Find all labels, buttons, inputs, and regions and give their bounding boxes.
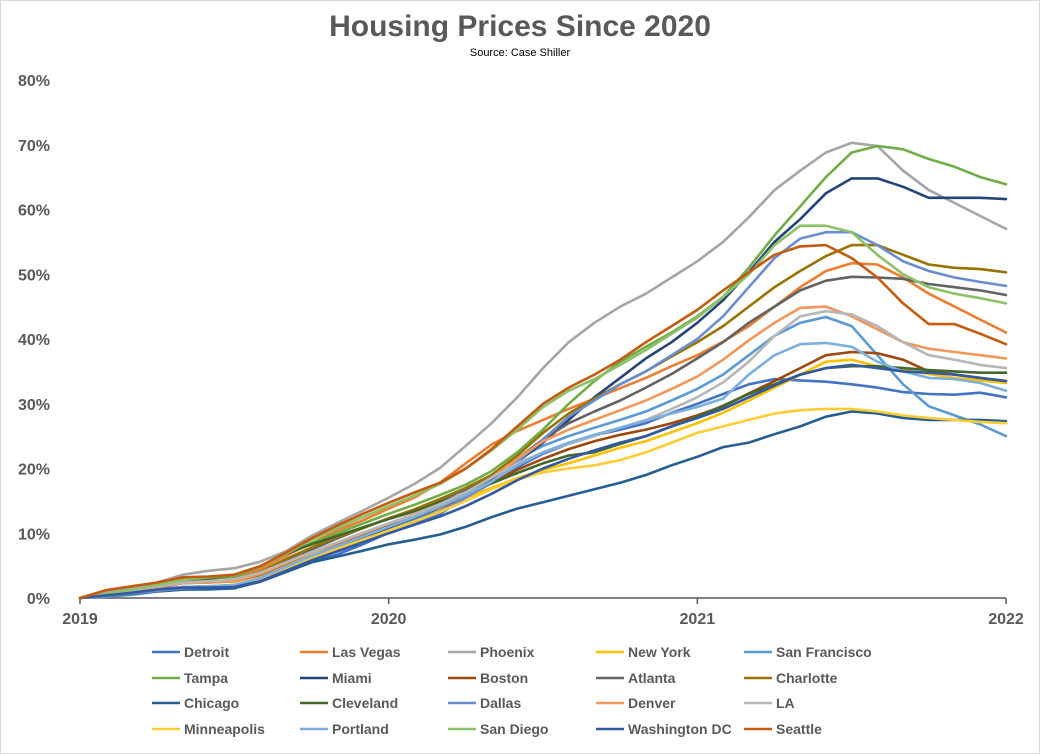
legend-label: Atlanta <box>628 670 676 686</box>
series-line-denver <box>78 305 1008 600</box>
legend-item: Tampa <box>152 670 228 686</box>
legend-item: Seattle <box>744 721 822 737</box>
x-tick-label: 2021 <box>680 611 716 628</box>
series-line-charlotte <box>78 243 1008 600</box>
legend-label: Tampa <box>184 670 228 686</box>
legend-label: Cleveland <box>332 695 398 711</box>
legend: Detroit Las Vegas Phoenix New York San Franc… <box>152 644 872 737</box>
legend-label: Detroit <box>184 644 229 660</box>
y-tick-label: 0% <box>27 591 50 608</box>
series-line-boston <box>78 350 1008 600</box>
series-line-seattle <box>78 243 1008 600</box>
series-line-phoenix <box>78 141 1008 600</box>
legend-item: Chicago <box>152 695 239 711</box>
legend-item: LA <box>744 695 795 711</box>
y-axis: 0% 10% 20% 30% 40% 50% 60% 70% 80% <box>18 73 50 608</box>
legend-item: Portland <box>300 721 389 737</box>
series-lines <box>78 141 1008 600</box>
y-tick-label: 40% <box>18 332 50 349</box>
legend-label: Denver <box>628 695 676 711</box>
legend-item: San Diego <box>448 721 548 737</box>
legend-item: Las Vegas <box>300 644 401 660</box>
legend-item: Boston <box>448 670 528 686</box>
legend-label: Chicago <box>184 695 239 711</box>
legend-label: Miami <box>332 670 372 686</box>
x-tick-label: 2019 <box>62 611 98 628</box>
series-line-cleveland <box>78 364 1008 600</box>
legend-item: Detroit <box>152 644 229 660</box>
legend-item: Dallas <box>448 695 521 711</box>
y-tick-label: 50% <box>18 267 50 284</box>
y-tick-label: 30% <box>18 397 50 414</box>
legend-item: New York <box>596 644 691 660</box>
legend-item: San Francisco <box>744 644 872 660</box>
legend-item: Washington DC <box>596 721 732 737</box>
legend-item: Phoenix <box>448 644 535 660</box>
x-tick-label: 2022 <box>988 611 1024 628</box>
legend-label: Dallas <box>480 695 521 711</box>
chart-subtitle: Source: Case Shiller <box>469 47 571 59</box>
legend-label: Las Vegas <box>332 644 401 660</box>
series-line-portland <box>78 341 1008 600</box>
legend-label: Minneapolis <box>184 721 265 737</box>
legend-label: Boston <box>480 670 528 686</box>
legend-label: San Diego <box>480 721 548 737</box>
legend-item: Minneapolis <box>152 721 265 737</box>
x-tick-label: 2020 <box>371 611 407 628</box>
legend-item: Miami <box>300 670 372 686</box>
legend-item: Atlanta <box>596 670 676 686</box>
series-line-new-york <box>78 358 1008 600</box>
legend-item: Charlotte <box>744 670 838 686</box>
x-axis: 2019 2020 2021 2022 <box>62 598 1024 628</box>
legend-label: Seattle <box>776 721 822 737</box>
y-tick-label: 20% <box>18 462 50 479</box>
series-line-tampa <box>78 144 1008 600</box>
legend-label: San Francisco <box>776 644 872 660</box>
series-line-dallas <box>78 230 1008 600</box>
legend-label: Washington DC <box>628 721 732 737</box>
legend-label: Phoenix <box>480 644 535 660</box>
legend-label: New York <box>628 644 691 660</box>
legend-label: Charlotte <box>776 670 838 686</box>
series-line-washington-dc <box>78 363 1008 600</box>
y-tick-label: 70% <box>18 138 50 155</box>
legend-label: LA <box>776 695 795 711</box>
legend-label: Portland <box>332 721 389 737</box>
legend-item: Cleveland <box>300 695 398 711</box>
legend-item: Denver <box>596 695 676 711</box>
y-tick-label: 80% <box>18 73 50 90</box>
y-tick-label: 10% <box>18 526 50 543</box>
y-tick-label: 60% <box>18 203 50 220</box>
chart-title: Housing Prices Since 2020 <box>329 10 711 43</box>
